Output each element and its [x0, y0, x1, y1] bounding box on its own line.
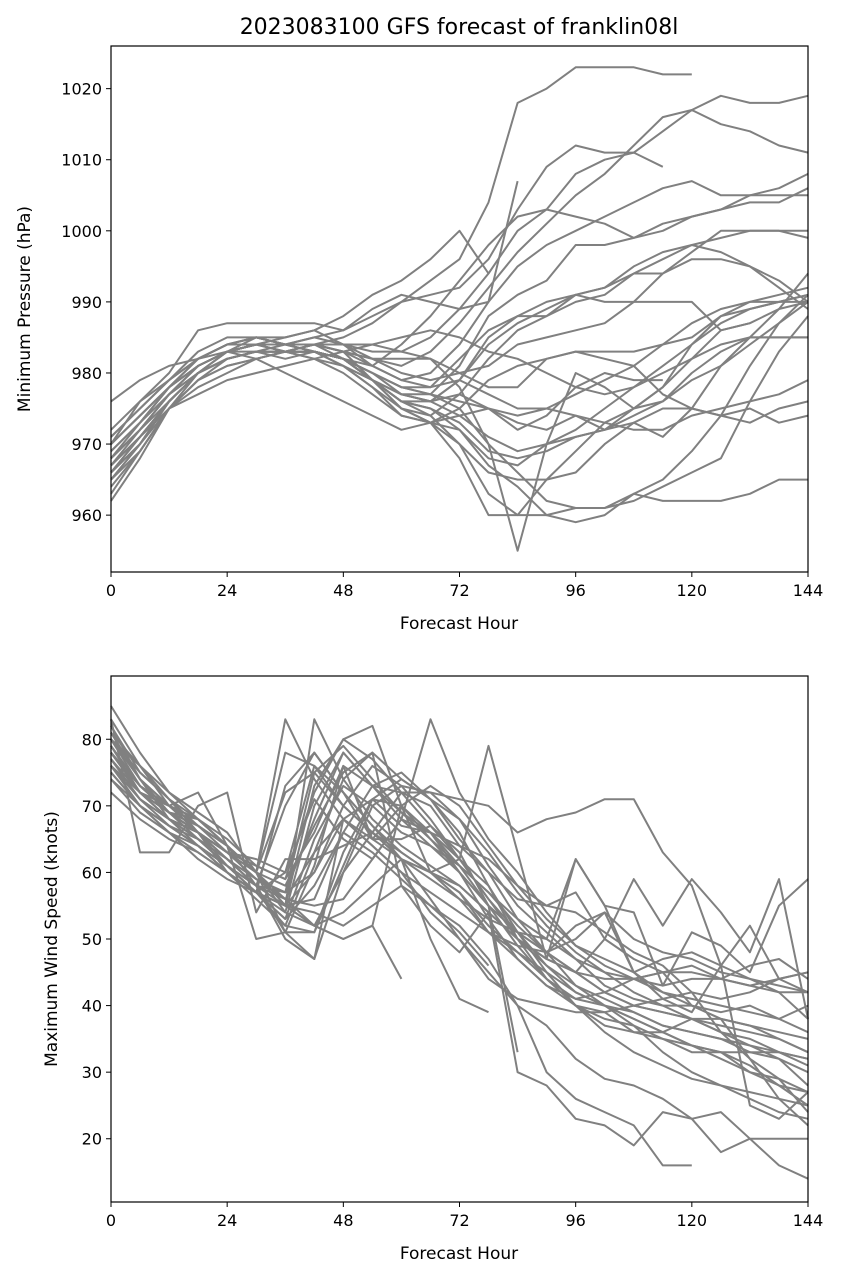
wind-ticks: 0 24 48 72 96 120 144 20 30 40 50 60 70 80: [82, 730, 824, 1230]
wind-series-line-31: [110, 758, 519, 1053]
wind-y-tick-label: 70: [82, 797, 102, 816]
pressure-y-tick-label: 1010: [61, 151, 102, 170]
pressure-series-line-29: [110, 322, 751, 431]
pressure-plot-frame: [110, 45, 809, 573]
pressure-series-line-25: [110, 336, 808, 552]
pressure-series-line-27: [110, 229, 490, 474]
wind-series-line-25: [110, 719, 809, 980]
pressure-series-line-30: [110, 343, 809, 495]
pressure-ticks: 0 24 48 72 96 120 144 960 970 980 990 1000 1010 1020: [61, 80, 823, 600]
wind-x-tick-label: 96: [565, 1211, 585, 1230]
wind-chart: 0 24 48 72 96 120 144 20 30 40 50 60 70 80 Forecast H…: [42, 675, 824, 1264]
pressure-x-tick-label: 72: [449, 581, 469, 600]
pressure-y-tick-label: 960: [71, 506, 102, 525]
pressure-y-tick-label: 990: [71, 293, 102, 312]
wind-y-tick-label: 60: [82, 863, 102, 882]
pressure-x-axis-label: Forecast Hour: [400, 614, 518, 634]
pressure-series: [110, 66, 809, 552]
pressure-y-axis-label: Minimum Pressure (hPa): [15, 206, 35, 412]
wind-x-tick-label: 120: [677, 1211, 708, 1230]
wind-series-line-34: [110, 738, 490, 967]
wind-x-axis-label: Forecast Hour: [400, 1244, 518, 1264]
wind-x-tick-label: 72: [449, 1211, 469, 1230]
pressure-x-tick-label: 48: [333, 581, 353, 600]
wind-y-tick-label: 30: [82, 1063, 102, 1082]
pressure-y-tick-label: 970: [71, 435, 102, 454]
pressure-y-tick-label: 980: [71, 364, 102, 383]
wind-series-line-29: [110, 765, 808, 1154]
pressure-x-tick-label: 0: [106, 581, 116, 600]
wind-y-tick-label: 50: [82, 930, 102, 949]
wind-y-tick-label: 20: [82, 1130, 102, 1149]
wind-x-tick-label: 144: [793, 1211, 824, 1230]
pressure-x-tick-label: 144: [793, 581, 824, 600]
pressure-y-tick-label: 1020: [61, 80, 102, 99]
wind-plot-frame: [110, 675, 809, 1203]
pressure-x-tick-label: 120: [677, 581, 708, 600]
wind-y-tick-label: 80: [82, 730, 102, 749]
wind-x-tick-label: 0: [106, 1211, 116, 1230]
pressure-chart: 2023083100 GFS forecast of franklin08l 0…: [15, 15, 823, 634]
wind-x-tick-label: 24: [217, 1211, 237, 1230]
pressure-x-tick-label: 96: [565, 581, 585, 600]
pressure-y-tick-label: 1000: [61, 222, 102, 241]
chart-title: 2023083100 GFS forecast of franklin08l: [240, 15, 679, 40]
pressure-x-tick-label: 24: [217, 581, 237, 600]
wind-series: [110, 705, 809, 1180]
wind-y-axis-label: Maximum Wind Speed (knots): [42, 811, 62, 1067]
pressure-series-line-28: [110, 180, 519, 445]
wind-y-tick-label: 40: [82, 997, 102, 1016]
wind-x-tick-label: 48: [333, 1211, 353, 1230]
wind-series-line-33: [110, 731, 489, 1014]
